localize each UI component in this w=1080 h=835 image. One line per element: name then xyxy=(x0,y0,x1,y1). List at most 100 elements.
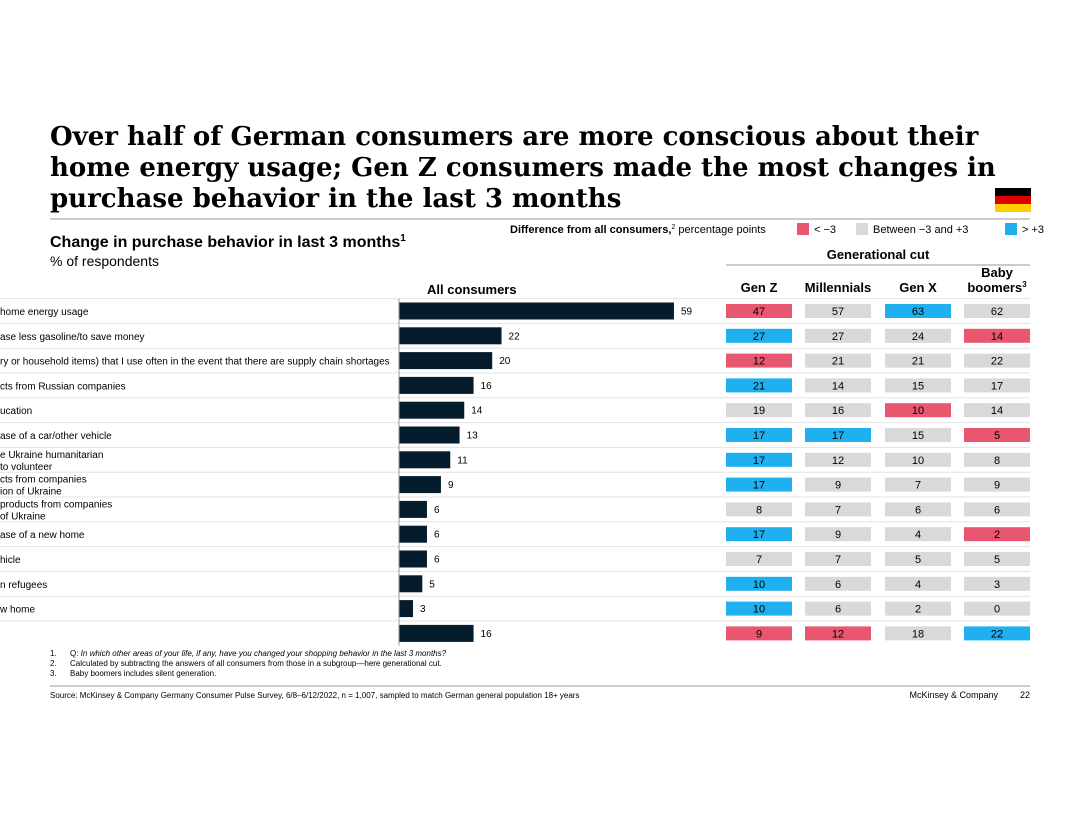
subtitle: Change in purchase behavior in last 3 mo… xyxy=(50,233,406,251)
bar xyxy=(399,451,451,469)
cell xyxy=(805,428,871,442)
cell-value: 5 xyxy=(915,554,921,566)
footnote: Q: In which other areas of your life, if… xyxy=(70,649,447,658)
row-label: w home xyxy=(0,605,35,616)
cell-value: 47 xyxy=(753,306,765,318)
cell-value: 22 xyxy=(991,356,1003,368)
bar xyxy=(399,525,427,543)
cell-value: 27 xyxy=(832,331,844,343)
cell-value: 10 xyxy=(912,405,924,417)
cell-value: 22 xyxy=(991,628,1003,640)
bar-value: 16 xyxy=(481,629,493,640)
cell xyxy=(805,502,871,517)
cell xyxy=(964,576,1030,591)
cell-value: 12 xyxy=(753,356,765,368)
bar-value: 3 xyxy=(420,604,426,615)
cell-value: 9 xyxy=(756,628,762,640)
column-header: Millennials xyxy=(805,280,871,295)
cell-value: 10 xyxy=(753,604,765,616)
cell xyxy=(805,527,871,542)
bar-value: 14 xyxy=(471,406,483,417)
bar-value: 22 xyxy=(509,331,521,342)
cell-value: 24 xyxy=(912,331,924,343)
column-header-text: boomers xyxy=(967,280,1022,295)
cell-value: 2 xyxy=(915,604,921,616)
cell xyxy=(805,403,871,418)
cell xyxy=(726,527,792,542)
cell xyxy=(885,378,951,393)
bar xyxy=(399,600,413,618)
cell-value: 8 xyxy=(994,455,1000,467)
cell xyxy=(726,477,792,492)
cell xyxy=(964,378,1030,393)
cell xyxy=(726,378,792,393)
footnote-ref: 1 xyxy=(400,233,406,244)
bar xyxy=(399,302,674,320)
cell xyxy=(726,552,792,566)
footnote: Calculated by subtracting the answers of… xyxy=(70,659,442,668)
cell xyxy=(726,403,792,418)
cell xyxy=(885,477,951,492)
cell-value: 62 xyxy=(991,306,1003,318)
source: Source: McKinsey & Company Germany Consu… xyxy=(50,691,579,700)
bar xyxy=(399,500,427,518)
cell xyxy=(885,601,951,616)
cell xyxy=(885,527,951,542)
legend-label: < −3 xyxy=(814,224,836,236)
cell xyxy=(805,452,871,467)
bar xyxy=(399,624,474,642)
bar-value: 11 xyxy=(457,455,468,466)
cell xyxy=(726,353,792,368)
bar xyxy=(399,426,460,444)
bar-value: 13 xyxy=(467,431,479,442)
cell xyxy=(964,403,1030,418)
title: home energy usage; Gen Z consumers made … xyxy=(50,153,996,183)
legend-label: > +3 xyxy=(1022,224,1044,236)
cell xyxy=(805,552,871,566)
legend-swatch xyxy=(797,223,809,235)
footnote-number: 2. xyxy=(50,659,57,668)
legend-title-text: Difference from all consumers, xyxy=(510,224,671,236)
cell-value: 4 xyxy=(915,579,921,591)
cell-value: 6 xyxy=(994,504,1000,516)
cell xyxy=(805,328,871,343)
cell-value: 17 xyxy=(753,455,765,467)
cell xyxy=(964,502,1030,517)
cell xyxy=(726,576,792,591)
cell-value: 57 xyxy=(832,306,844,318)
cell xyxy=(726,626,792,641)
footnote: Baby boomers includes silent generation. xyxy=(70,669,216,678)
column-header: Baby xyxy=(981,265,1014,280)
cell-value: 5 xyxy=(994,554,1000,566)
cell xyxy=(964,328,1030,343)
cell-value: 18 xyxy=(912,628,924,640)
cell-value: 12 xyxy=(832,455,844,467)
bar xyxy=(399,575,423,593)
cell-value: 9 xyxy=(994,480,1000,492)
cell-value: 63 xyxy=(912,306,924,318)
cell-value: 16 xyxy=(832,405,844,417)
value-header: All consumers xyxy=(427,282,517,297)
cell xyxy=(964,626,1030,641)
footnote-text: Q: xyxy=(70,649,81,658)
cell-value: 12 xyxy=(832,628,844,640)
bar-value: 20 xyxy=(499,356,511,367)
legend-title-text: percentage points xyxy=(675,224,766,236)
cell-value: 7 xyxy=(835,554,841,566)
cell xyxy=(964,428,1030,442)
bar-value: 6 xyxy=(434,555,440,566)
cell xyxy=(885,403,951,418)
flag xyxy=(995,188,1031,212)
legend-label: Between −3 and +3 xyxy=(873,224,968,236)
cell-value: 7 xyxy=(915,480,921,492)
cell-value: 14 xyxy=(991,405,1003,417)
cell xyxy=(964,552,1030,566)
title: purchase behavior in the last 3 months xyxy=(50,184,621,214)
cell-value: 27 xyxy=(753,331,765,343)
cell xyxy=(805,626,871,641)
cell-value: 9 xyxy=(835,529,841,541)
row-label: ase of a new home xyxy=(0,530,85,541)
footnote-ref: 2 xyxy=(671,224,675,231)
cell-value: 5 xyxy=(994,430,1000,442)
